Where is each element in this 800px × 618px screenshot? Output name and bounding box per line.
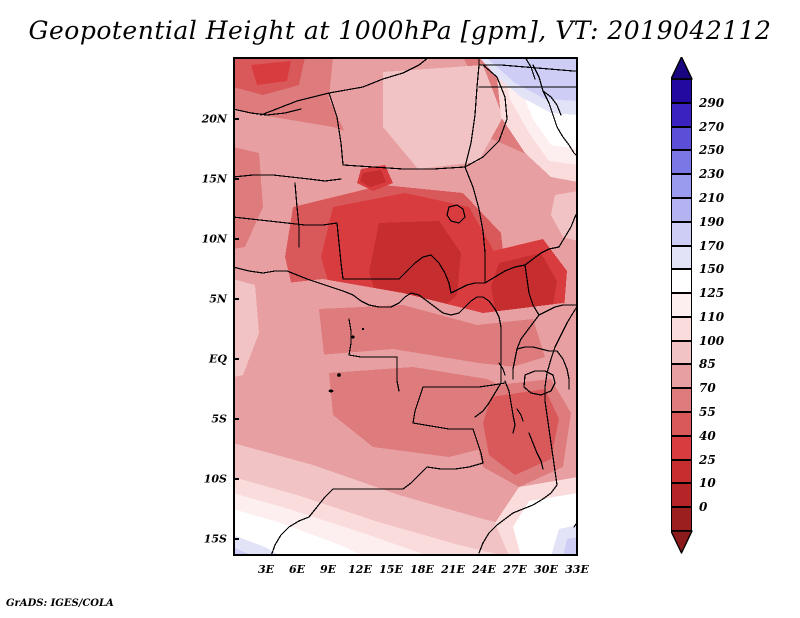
x-axis-label-18e: 18E xyxy=(410,563,434,576)
colorbar-tick-label: 110 xyxy=(699,309,725,324)
x-axis-label-9e: 9E xyxy=(319,563,337,576)
colorbar-tick-label: 40 xyxy=(699,428,716,443)
x-axis-label-3e: 3E xyxy=(257,563,275,576)
colorbar-cell xyxy=(671,459,692,484)
colorbar-tick-label: 290 xyxy=(699,95,725,110)
colorbar-tick-label: 100 xyxy=(699,333,725,348)
colorbar-cell xyxy=(671,269,692,294)
y-axis-label-15s: 15S xyxy=(203,532,227,546)
colorbar-over-arrow xyxy=(671,57,693,80)
colorbar-tick-label: 210 xyxy=(699,190,725,205)
colorbar-cell xyxy=(671,197,692,222)
colorbar-tick-label: 0 xyxy=(699,500,708,515)
x-axis-label-15e: 15E xyxy=(379,563,403,576)
x-axis-label-6e: 6E xyxy=(288,563,306,576)
y-axis-label-10s: 10S xyxy=(203,472,227,486)
colorbar-cell xyxy=(671,293,692,317)
map-panel: 20N 15N 10N 5N EQ 5S 10S 15S 3E 6E 9E 12… xyxy=(202,57,589,576)
colorbar-under-arrow xyxy=(671,530,693,554)
x-axis-label-21e: 21E xyxy=(441,563,465,576)
colorbar-tick-label: 25 xyxy=(699,452,716,467)
y-axis-label-15n: 15N xyxy=(201,172,227,186)
y-axis-label-5s: 5S xyxy=(211,412,227,426)
colorbar-cell xyxy=(671,79,692,103)
map-boundaries xyxy=(233,57,578,556)
colorbar-tick-label: 230 xyxy=(699,167,725,182)
x-axis-label-12e: 12E xyxy=(348,563,372,576)
page-title: Geopotential Height at 1000hPa [gpm], VT… xyxy=(28,16,772,45)
x-axis-label-30e: 30E xyxy=(534,563,558,576)
x-axis-label-33e: 33E xyxy=(565,563,589,576)
colorbar-cell xyxy=(671,507,692,531)
colorbar-cell xyxy=(671,126,692,151)
colorbar-tick-label: 55 xyxy=(699,405,716,420)
colorbar-tick-label: 170 xyxy=(699,238,725,253)
colorbar-tick-label: 250 xyxy=(699,143,725,158)
x-axis-label-27e: 27E xyxy=(503,563,527,576)
colorbar-cell xyxy=(671,245,692,270)
colorbar-tick-label: 10 xyxy=(699,476,716,491)
colorbar-tick-label: 70 xyxy=(699,381,716,396)
colorbar-cell xyxy=(671,364,692,389)
x-axis-label-24e: 24E xyxy=(472,563,496,576)
colorbar-cell xyxy=(671,412,692,436)
colorbar-cell xyxy=(671,221,692,246)
y-axis-label-5n: 5N xyxy=(209,292,227,306)
colorbar-cell xyxy=(671,388,692,413)
colorbar-tick-label: 270 xyxy=(699,119,725,134)
colorbar-cell xyxy=(671,174,692,198)
attribution-footer: GrADS: IGES/COLA xyxy=(6,598,114,609)
colorbar-cell xyxy=(671,483,692,508)
y-axis-label-20n: 20N xyxy=(201,112,227,126)
colorbar-cell xyxy=(671,316,692,341)
colorbar-cell xyxy=(671,340,692,365)
y-axis-label-eq: EQ xyxy=(209,352,227,366)
y-axis-label-10n: 10N xyxy=(201,232,227,246)
colorbar-tick-label: 150 xyxy=(699,262,725,277)
colorbar-tick-label: 85 xyxy=(699,357,716,372)
colorbar-cell xyxy=(671,150,692,175)
colorbar-cell xyxy=(671,435,692,460)
colorbar-cell xyxy=(671,102,692,127)
colorbar-tick-label: 125 xyxy=(699,286,725,301)
contour-field xyxy=(233,57,578,556)
colorbar-tick-label: 190 xyxy=(699,214,725,229)
colorbar: 0 10 25 40 55 70 85 100 110 125 150 170 190 210 230 250… xyxy=(671,57,791,557)
